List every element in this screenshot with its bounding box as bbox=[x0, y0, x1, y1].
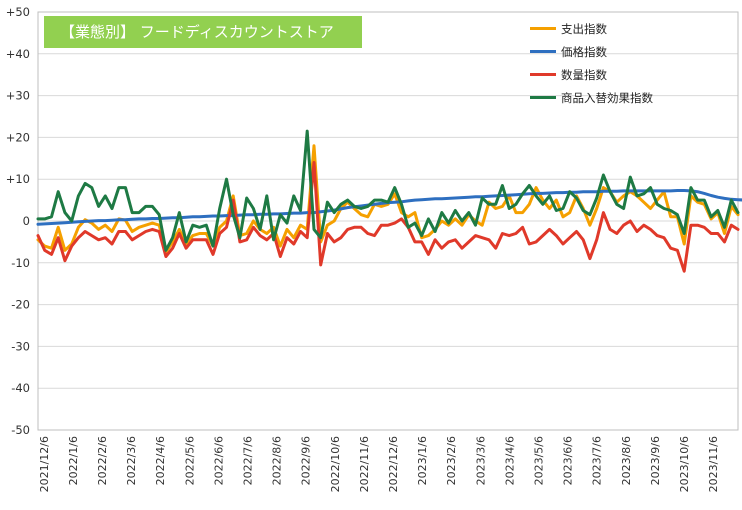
series-lines bbox=[36, 129, 742, 273]
x-tick-label: 2022/11/6 bbox=[358, 436, 371, 492]
legend-label-price: 価格指数 bbox=[561, 44, 607, 59]
x-tick-label: 2023/3/6 bbox=[474, 436, 487, 485]
y-tick-label: -40 bbox=[11, 381, 30, 395]
legend-item-spending: 支出指数 bbox=[530, 17, 653, 40]
gridlines bbox=[37, 11, 739, 431]
x-tick-label: 2023/2/6 bbox=[445, 436, 458, 485]
x-tick-label: 2022/7/6 bbox=[242, 436, 255, 485]
x-tick-label: 2022/1/6 bbox=[67, 436, 80, 485]
x-tick-label: 2022/8/6 bbox=[271, 436, 284, 485]
y-tick-label: +30 bbox=[6, 89, 30, 103]
x-tick-label: 2023/9/6 bbox=[649, 436, 662, 485]
y-tick-label: -10 bbox=[11, 256, 30, 270]
legend-item-quantity: 数量指数 bbox=[530, 63, 653, 86]
x-tick-label: 2022/2/6 bbox=[96, 436, 109, 485]
legend-item-product-replacement: 商品入替効果指数 bbox=[530, 86, 653, 109]
plot-frame bbox=[37, 11, 739, 431]
legend-label-quantity: 数量指数 bbox=[561, 67, 607, 82]
legend-label-product-replacement: 商品入替効果指数 bbox=[561, 90, 653, 105]
x-tick-label: 2022/5/6 bbox=[183, 436, 196, 485]
chart-title: 【業態別】 フードディスカウントストア bbox=[44, 16, 362, 48]
x-tick-label: 2023/5/6 bbox=[533, 436, 546, 485]
y-tick-label: +10 bbox=[6, 172, 30, 186]
x-tick-label: 2023/10/6 bbox=[678, 436, 691, 492]
series-line-1 bbox=[36, 189, 742, 226]
legend-swatch-price bbox=[530, 50, 556, 53]
y-axis-tick-labels: +50 +40 +30 +20 +10 0 -10 -20 -30 -40 -50 bbox=[6, 5, 30, 437]
x-tick-label: 2023/8/6 bbox=[620, 436, 633, 485]
legend: 支出指数 価格指数 数量指数 商品入替効果指数 bbox=[530, 17, 653, 109]
x-axis-tick-labels: 2021/12/6 2022/1/6 2022/2/6 2022/3/6 2022/4/… bbox=[38, 436, 720, 492]
series-line-3 bbox=[36, 129, 740, 252]
x-tick-label: 2023/1/6 bbox=[416, 436, 429, 485]
x-tick-label: 2023/4/6 bbox=[503, 436, 516, 485]
y-tick-label: -50 bbox=[11, 423, 30, 437]
x-tick-label: 2022/12/6 bbox=[387, 436, 400, 492]
legend-item-price: 価格指数 bbox=[530, 40, 653, 63]
x-tick-label: 2023/6/6 bbox=[562, 436, 575, 485]
y-tick-label: +50 bbox=[6, 5, 30, 19]
x-tick-label: 2022/4/6 bbox=[154, 436, 167, 485]
legend-swatch-product-replacement bbox=[530, 96, 556, 99]
series-line-0 bbox=[36, 144, 740, 254]
x-tick-label: 2023/7/6 bbox=[591, 436, 604, 485]
y-tick-label: 0 bbox=[23, 214, 30, 228]
x-tick-label: 2022/3/6 bbox=[125, 436, 138, 485]
series-line-2 bbox=[36, 161, 740, 273]
legend-label-spending: 支出指数 bbox=[561, 21, 607, 36]
legend-swatch-quantity bbox=[530, 73, 556, 76]
y-tick-label: +20 bbox=[6, 130, 30, 144]
x-tick-label: 2023/11/6 bbox=[707, 436, 720, 492]
y-tick-label: -30 bbox=[11, 339, 30, 353]
legend-swatch-spending bbox=[530, 27, 556, 30]
x-tick-label: 2022/10/6 bbox=[329, 436, 342, 492]
x-tick-label: 2022/6/6 bbox=[212, 436, 225, 485]
y-tick-label: +40 bbox=[6, 47, 30, 61]
y-tick-label: -20 bbox=[11, 298, 30, 312]
x-tick-label: 2022/9/6 bbox=[300, 436, 313, 485]
x-tick-label: 2021/12/6 bbox=[38, 436, 51, 492]
